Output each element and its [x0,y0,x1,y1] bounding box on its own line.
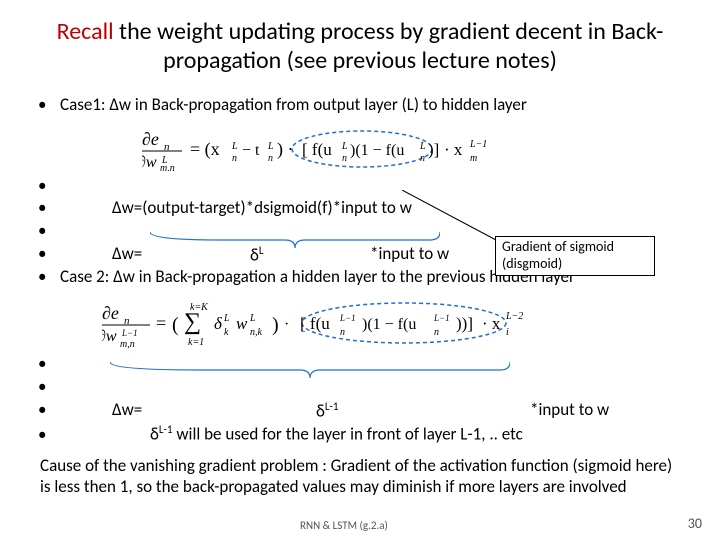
callout-text: Gradient of sigmoid (disgmoid) [502,238,614,272]
svg-text:∂w: ∂w [102,328,117,345]
dw-expand-text: Δw=(output-target)*dsigmoid(f)*input to … [60,197,688,220]
callout-line [402,190,502,250]
svg-text:): ) [272,314,279,336]
title-rest: the weight updating process by gradient … [114,17,664,75]
svg-text:∂e: ∂e [142,129,159,149]
svg-text:))]: ))] [456,314,473,333]
svg-text:n: n [340,327,345,338]
page-number: 30 [688,515,702,532]
svg-text:)(1 − f(u: )(1 − f(u [362,316,416,333]
bullet-icon: • [32,94,60,117]
svg-text:=: = [156,313,166,333]
svg-text:= (x: = (x [190,139,220,160]
svg-text:L: L [267,141,274,152]
svg-text:[ f(u: [ f(u [300,314,330,333]
svg-text:m,n: m,n [120,339,135,349]
svg-text:n: n [342,153,347,164]
brace1-svg [150,232,440,252]
svg-text:∑: ∑ [184,309,201,335]
svg-text:k: k [224,327,229,338]
dw2-pre: Δw= [112,399,142,420]
bullet-etc: • δL-1 will be used for the layer in fro… [32,422,688,447]
svg-text:w: w [236,314,248,333]
delta-L1-sup: L-1 [325,399,339,413]
svg-text:δ: δ [214,314,223,333]
svg-text:L−1: L−1 [433,313,450,323]
svg-text:L: L [223,313,230,324]
svg-text:L−2: L−2 [505,311,523,322]
svg-text:(: ( [172,314,179,336]
svg-text:· x: · x [444,140,463,159]
svg-text:n: n [232,153,237,164]
svg-text:· x: · x [482,314,501,333]
cause-text: Cause of the vanishing gradient problem … [40,455,680,498]
svg-text:i: i [506,327,509,338]
svg-text:n: n [420,153,425,164]
formula2-svg: ∂e n ∂w L−1 m,n = ( k=K ∑ k=1 δ L k w L … [102,295,642,349]
svg-text:L: L [231,141,238,152]
case1-text: Case1: Δw in Back-propagation from outpu… [60,94,688,117]
svg-text:) ·: ) · [277,139,294,160]
title-recall: Recall [57,17,114,46]
svg-text:L−1: L−1 [469,139,487,150]
svg-text:n,k: n,k [250,327,263,338]
etc-delta: δ [150,424,159,445]
svg-text:k=1: k=1 [188,337,204,348]
bullet-dw2: • Δw= δL-1 *input to w [32,399,688,422]
svg-text:∂e: ∂e [102,303,119,323]
svg-text:n: n [268,153,273,164]
svg-text:L−1: L−1 [339,313,356,323]
svg-text:[ f(u: [ f(u [302,140,332,159]
svg-text:∂w: ∂w [142,154,157,171]
svg-text:m: m [470,153,477,164]
slide-title: Recall the weight updating process by gr… [32,18,688,76]
svg-text:·: · [284,316,289,333]
svg-text:L: L [341,141,348,152]
bullet-case1: • Case1: Δw in Back-propagation from out… [32,94,688,117]
bullet-dw-expand: • Δw=(output-target)*dsigmoid(f)*input t… [32,197,688,220]
svg-text:)]: )] [428,140,439,159]
svg-text:m,n: m,n [160,163,175,171]
input-to-w2: *input to w [530,399,609,422]
formula1-svg: ∂e n ∂w L m,n = (x L n − t L n ) · [ f(u… [142,123,542,171]
svg-text:L: L [419,141,426,152]
svg-text:L: L [249,313,256,324]
svg-text:)(1 − f(u: )(1 − f(u [350,142,404,159]
dw-pre: Δw= [112,243,142,264]
delta-L1: δ [316,401,325,422]
etc-sup: L-1 [159,422,173,436]
callout-gradient: Gradient of sigmoid (disgmoid) [495,236,655,276]
brace2-svg [110,362,510,382]
svg-text:L−1: L−1 [121,328,138,338]
svg-text:− t: − t [242,142,260,159]
etc-rest: will be used for the layer in front of l… [173,424,523,445]
bullet-empty1: • [32,175,688,198]
svg-text:n: n [434,327,439,338]
footer-label: RNN & LSTM (g.2.a) [300,519,388,532]
